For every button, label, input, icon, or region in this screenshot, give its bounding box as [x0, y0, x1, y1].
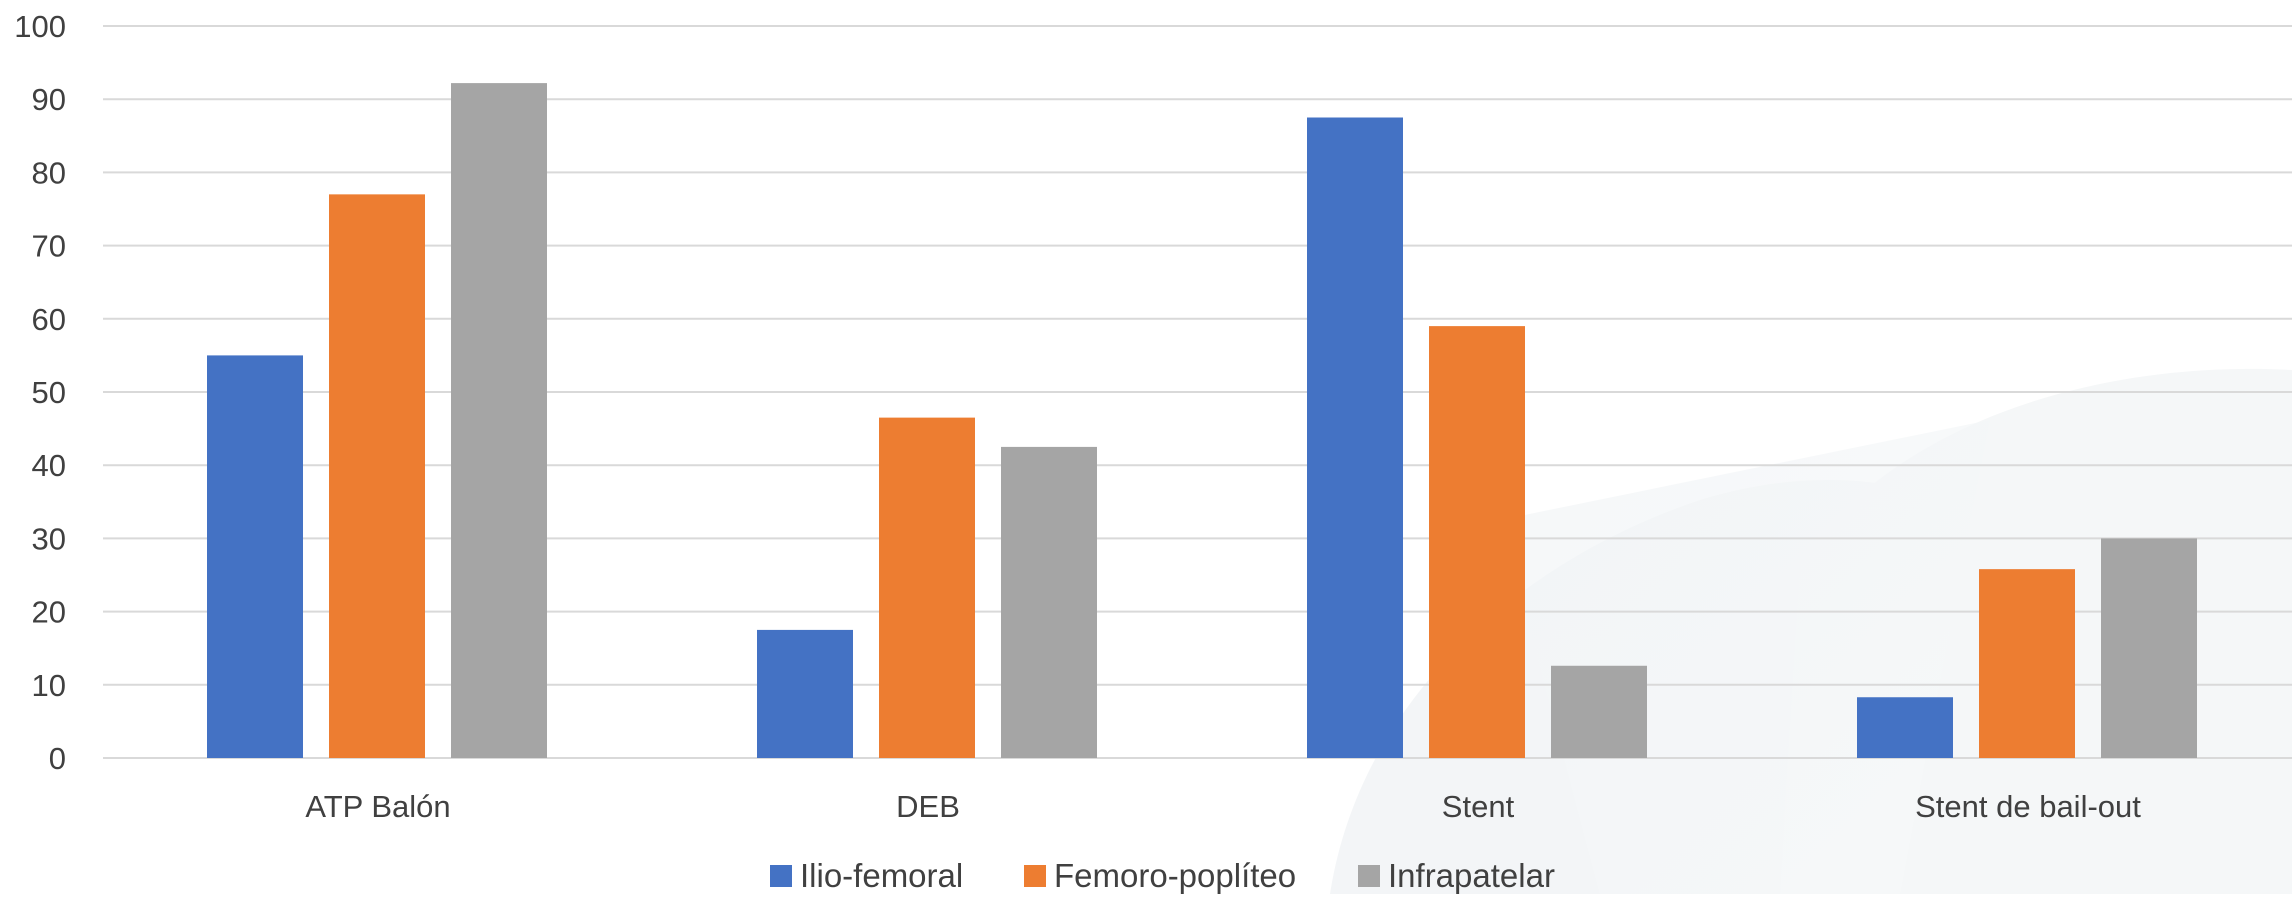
bar: [329, 194, 425, 759]
y-tick-label: 0: [49, 741, 66, 776]
legend-label: Femoro-poplíteo: [1054, 857, 1296, 894]
bar: [207, 355, 303, 758]
bar: [1307, 117, 1403, 758]
bar: [757, 629, 853, 758]
y-tick-label: 100: [14, 9, 66, 44]
legend-label: Ilio-femoral: [800, 857, 963, 894]
bar: [1857, 697, 1953, 758]
legend-swatch: [770, 865, 792, 887]
y-tick-label: 20: [32, 595, 66, 630]
y-tick-label: 80: [32, 155, 66, 190]
y-tick-label: 40: [32, 448, 66, 483]
y-tick-label: 10: [32, 668, 66, 703]
bar: [879, 417, 975, 758]
y-tick-label: 70: [32, 229, 66, 264]
bar: [2101, 538, 2197, 758]
y-tick-label: 60: [32, 302, 66, 337]
x-tick-label: Stent de bail-out: [1915, 789, 2141, 824]
y-tick-label: 50: [32, 375, 66, 410]
bar: [1979, 569, 2075, 758]
y-tick-label: 30: [32, 521, 66, 556]
y-axis-ticks: 0 10 20 30 40 50 60 70 80 90 100: [14, 9, 66, 776]
x-tick-label: ATP Balón: [305, 789, 450, 824]
x-axis-ticks: ATP Balón DEB Stent Stent de bail-out: [305, 789, 2141, 824]
bar: [1001, 446, 1097, 758]
legend: Ilio-femoral Femoro-poplíteo Infrapatelar: [770, 857, 1555, 894]
legend-swatch: [1024, 865, 1046, 887]
bar: [1429, 326, 1525, 758]
x-tick-label: Stent: [1442, 789, 1515, 824]
bars: [207, 83, 2197, 759]
y-tick-label: 90: [32, 82, 66, 117]
legend-swatch: [1358, 865, 1380, 887]
x-tick-label: DEB: [896, 789, 960, 824]
bar: [451, 83, 547, 758]
legend-label: Infrapatelar: [1388, 857, 1555, 894]
background-watermark: [1330, 368, 2292, 894]
bar: [1551, 665, 1647, 758]
